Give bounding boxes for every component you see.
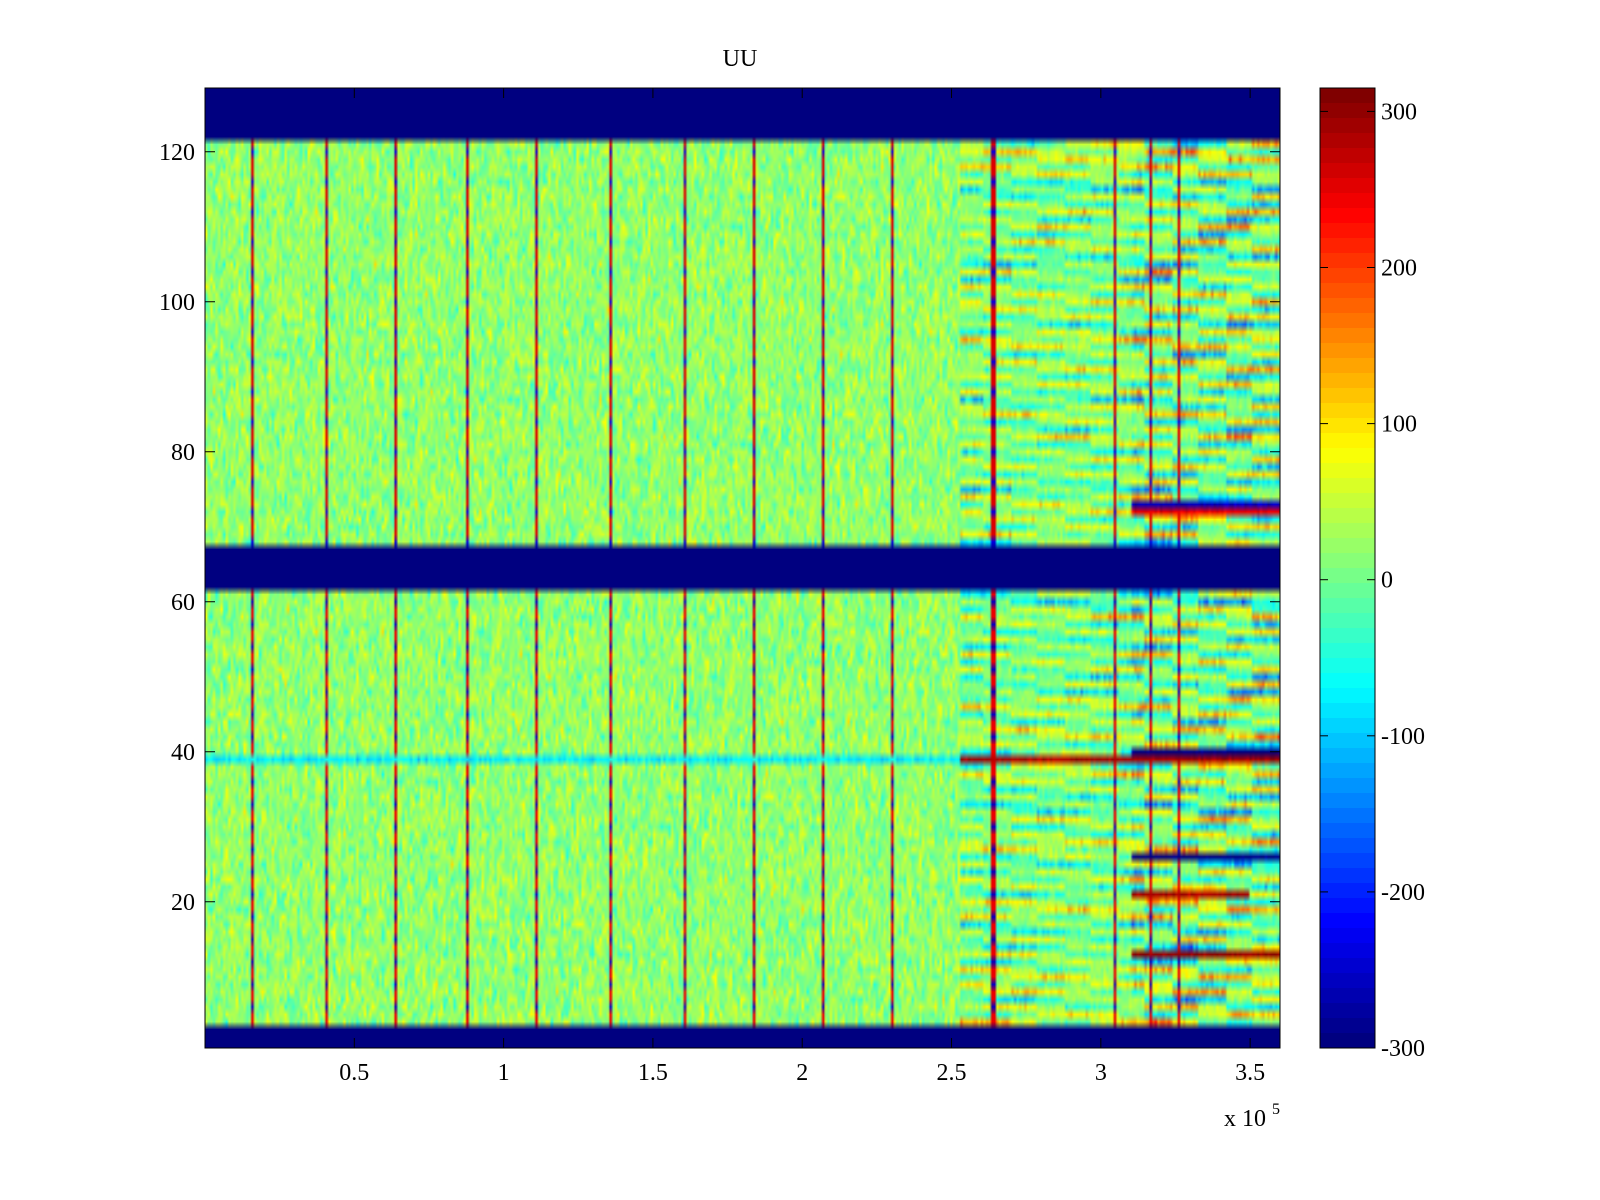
- colorbar-tick-label: -100: [1381, 724, 1425, 750]
- x-tick-label: 3.5: [1235, 1060, 1265, 1086]
- x-tick-label: 0.5: [339, 1060, 369, 1086]
- x-tick-label: 3: [1095, 1060, 1107, 1086]
- colorbar: -300 -200 -100 0 100 200 300: [1319, 87, 1425, 1062]
- x-axis-exponent-label: x 10 5: [1224, 1101, 1280, 1132]
- colorbar-tick-label: 200: [1381, 256, 1417, 282]
- y-tick-label: 100: [159, 290, 195, 316]
- colorbar-ticks: -300 -200 -100 0 100 200 300: [1320, 99, 1425, 1062]
- heatmap-plot-area: [204, 87, 1281, 1049]
- heatmap-image: [205, 88, 1280, 1048]
- chart-title: UU: [723, 46, 758, 72]
- x-exponent-power: 5: [1272, 1101, 1280, 1118]
- x-tick-label: 2: [796, 1060, 808, 1086]
- x-tick-label: 1.5: [638, 1060, 668, 1086]
- x-axis: 0.5 1 1.5 2 2.5 3 3.5: [339, 88, 1265, 1086]
- y-tick-label: 80: [171, 440, 195, 466]
- plot-frame: [204, 87, 1281, 1049]
- y-tick-label: 120: [159, 140, 195, 166]
- colorbar-tick-label: 100: [1381, 412, 1417, 438]
- x-tick-label: 2.5: [937, 1060, 967, 1086]
- y-tick-label: 60: [171, 590, 195, 616]
- colorbar-tick-label: -300: [1381, 1036, 1425, 1062]
- x-tick-label: 1: [498, 1060, 510, 1086]
- colorbar-gradient: [1320, 88, 1375, 1048]
- colorbar-frame: [1319, 87, 1376, 1049]
- x-exponent-base: x 10: [1224, 1106, 1266, 1132]
- y-tick-label: 20: [171, 890, 195, 916]
- colorbar-tick-label: 300: [1381, 99, 1417, 125]
- colorbar-tick-label: -200: [1381, 880, 1425, 906]
- y-axis: 20 40 60 80 100 120: [159, 140, 1280, 916]
- y-tick-label: 40: [171, 740, 195, 766]
- colorbar-tick-label: 0: [1381, 568, 1393, 594]
